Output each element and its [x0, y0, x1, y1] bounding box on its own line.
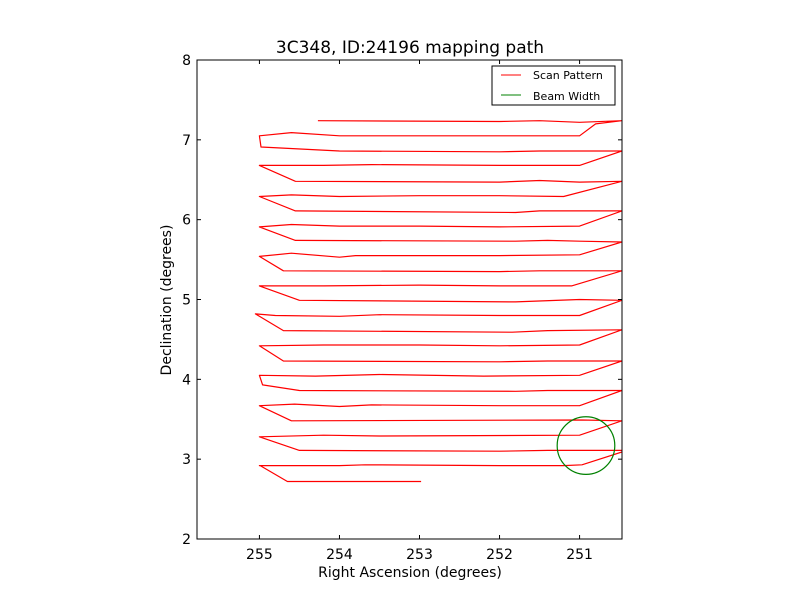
x-tick-label: 251 [566, 547, 593, 563]
legend-box [491, 65, 616, 106]
y-tick-label: 4 [182, 372, 191, 388]
chart-title: 3C348, ID:24196 mapping path [276, 38, 544, 58]
legend-label-scan-pattern: Scan Pattern [533, 69, 603, 82]
y-axis: 2 3 4 5 6 7 8 [182, 53, 622, 548]
legend: Scan Pattern Beam Width [491, 65, 616, 106]
plot-area [254, 120, 622, 483]
y-tick-label: 7 [182, 133, 191, 149]
y-axis-label: Declination (degrees) [159, 225, 175, 376]
y-tick-label: 3 [182, 452, 191, 468]
x-tick-label: 252 [486, 547, 513, 563]
legend-label-beam-width: Beam Width [533, 90, 600, 103]
x-axis-label: Right Ascension (degrees) [318, 565, 502, 581]
series-scan-pattern [254, 120, 622, 483]
x-tick-label: 254 [326, 547, 353, 563]
plot-frame [196, 59, 623, 540]
x-axis: 255 254 253 252 251 [246, 60, 593, 563]
series-beam-width [556, 416, 616, 476]
y-tick-label: 6 [182, 213, 191, 229]
y-tick-label: 2 [182, 532, 191, 548]
x-tick-label: 255 [246, 547, 273, 563]
x-tick-label: 253 [406, 547, 433, 563]
y-tick-label: 5 [182, 293, 191, 309]
y-tick-label: 8 [182, 53, 191, 69]
